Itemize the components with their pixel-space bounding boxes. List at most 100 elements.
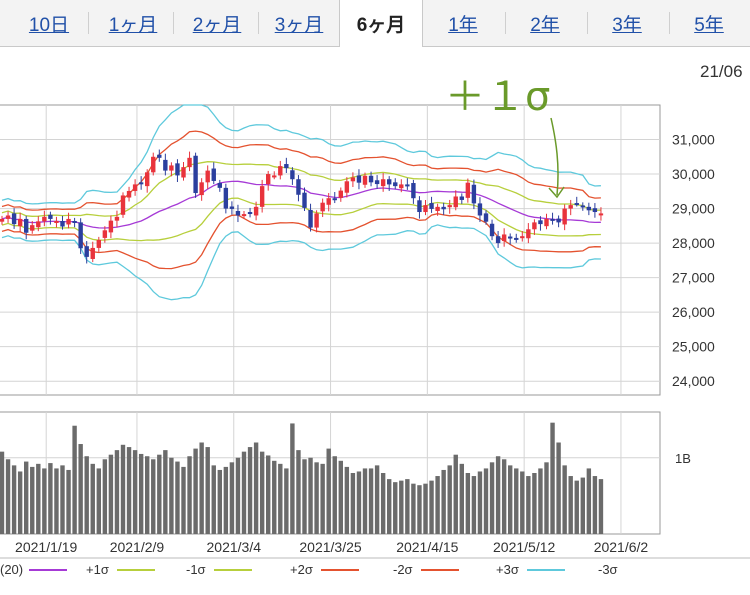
volume-bar [181, 466, 186, 534]
volume-bar [253, 442, 259, 534]
candle-body [423, 205, 428, 213]
candle-body [42, 216, 47, 222]
tab-separator [258, 12, 259, 34]
volume-bar [508, 465, 513, 534]
volume-bar [344, 466, 350, 534]
volume-bar [544, 462, 549, 534]
tab-5y[interactable]: 5年 [694, 14, 724, 36]
candle-body [405, 184, 410, 187]
tab-separator [587, 12, 588, 34]
candle-body [471, 184, 477, 204]
legend-item-ma20: (20) [0, 562, 71, 577]
volume-bar [66, 469, 71, 534]
candle-body [193, 155, 198, 194]
volume-bar [568, 476, 573, 534]
volume-bar [205, 447, 210, 534]
tab-3m[interactable]: 3ヶ月 [274, 14, 324, 36]
candle-body [465, 182, 471, 198]
legend-line [420, 568, 459, 571]
tab-separator [505, 12, 506, 34]
legend-label: -2σ [393, 562, 413, 577]
volume-bar [223, 466, 229, 534]
tab-separator [173, 12, 174, 34]
volume-bar [217, 469, 222, 534]
date-label: 21/06 [700, 62, 743, 81]
price-tick-label: 31,000 [672, 132, 715, 148]
candle-body [163, 159, 168, 171]
candle-body [429, 203, 434, 209]
candle-body [526, 229, 531, 239]
volume-bar [151, 459, 156, 534]
volume-bar [356, 471, 362, 534]
volume-bar [48, 463, 53, 534]
sigma-annotation: ＋１σ [445, 74, 550, 120]
date-tick-label: 2021/3/25 [299, 539, 361, 555]
volume-bar [60, 465, 65, 534]
legend-line [213, 568, 252, 571]
volume-bar [241, 451, 247, 534]
tab-10d[interactable]: 10日 [28, 14, 70, 36]
candle-body [350, 177, 356, 182]
candle-body [30, 225, 35, 231]
volume-bar [5, 459, 11, 534]
candle-body [495, 236, 501, 244]
tab-1y[interactable]: 1年 [448, 14, 478, 36]
candle-body [393, 182, 398, 187]
legend-label: -1σ [186, 562, 206, 577]
candle-body [60, 221, 65, 227]
volume-bar [514, 468, 519, 534]
volume-bar [374, 465, 380, 534]
volume-bar [417, 485, 422, 534]
volume-bar [520, 471, 525, 534]
volume-bar [132, 450, 138, 534]
volume-bar [284, 468, 289, 534]
tab-1m[interactable]: 1ヶ月 [108, 14, 158, 36]
candle-body [532, 222, 537, 230]
candle-body [362, 175, 368, 185]
candle-body [447, 205, 452, 208]
volume-bar [296, 450, 301, 534]
volume-bar [302, 459, 307, 534]
candle-body [296, 179, 301, 195]
volume-bar [84, 456, 89, 534]
volume-bar [235, 457, 241, 534]
volume-bar [30, 466, 35, 534]
candle-body [96, 239, 101, 248]
price-tick-label: 29,000 [672, 201, 715, 217]
candle-body [175, 163, 180, 176]
volume-bar [399, 480, 404, 534]
volume-bar [556, 442, 561, 534]
price-tick-label: 30,000 [672, 166, 715, 182]
volume-bar [447, 465, 452, 534]
candle-body [320, 202, 325, 212]
volume-bar [199, 442, 204, 534]
candle-body [102, 230, 108, 238]
candle-body [580, 205, 585, 208]
volume-bar [459, 463, 464, 534]
candle-body [241, 214, 247, 217]
candle-body [501, 234, 507, 242]
price-tick-label: 25,000 [672, 339, 715, 355]
tab-2y[interactable]: 2年 [530, 14, 560, 36]
legend-item-plus2sigma: +2σ [290, 562, 363, 577]
price-tick-label: 26,000 [672, 304, 715, 320]
plus-1-sigma-line [1, 161, 601, 217]
candle-body [272, 175, 277, 178]
annotation-arrow [550, 117, 559, 196]
candle-body [5, 215, 11, 219]
tab-3y[interactable]: 3年 [612, 14, 642, 36]
volume-bar [465, 473, 471, 534]
tab-2m[interactable]: 2ヶ月 [192, 14, 242, 36]
volume-bar [429, 480, 434, 534]
price-tick-label: 24,000 [672, 373, 715, 389]
volume-bar [290, 423, 295, 534]
volume-bar [211, 465, 216, 534]
candle-body [259, 186, 265, 207]
legend-item-minus1sigma: -1σ [186, 562, 256, 577]
legend-item-plus1sigma: +1σ [86, 562, 159, 577]
legend-line [320, 568, 359, 571]
volume-bar [78, 444, 83, 534]
volume-bar [138, 453, 144, 534]
tab-6m[interactable]: 6ヶ月 [339, 0, 423, 47]
volume-bar [332, 456, 337, 534]
